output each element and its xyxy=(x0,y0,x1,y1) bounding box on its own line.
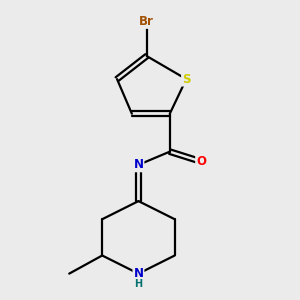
Text: N: N xyxy=(134,158,143,171)
Text: O: O xyxy=(196,155,206,168)
Text: H: H xyxy=(134,279,142,289)
Text: Br: Br xyxy=(139,15,154,28)
Text: S: S xyxy=(182,73,190,85)
Text: N: N xyxy=(134,267,143,280)
